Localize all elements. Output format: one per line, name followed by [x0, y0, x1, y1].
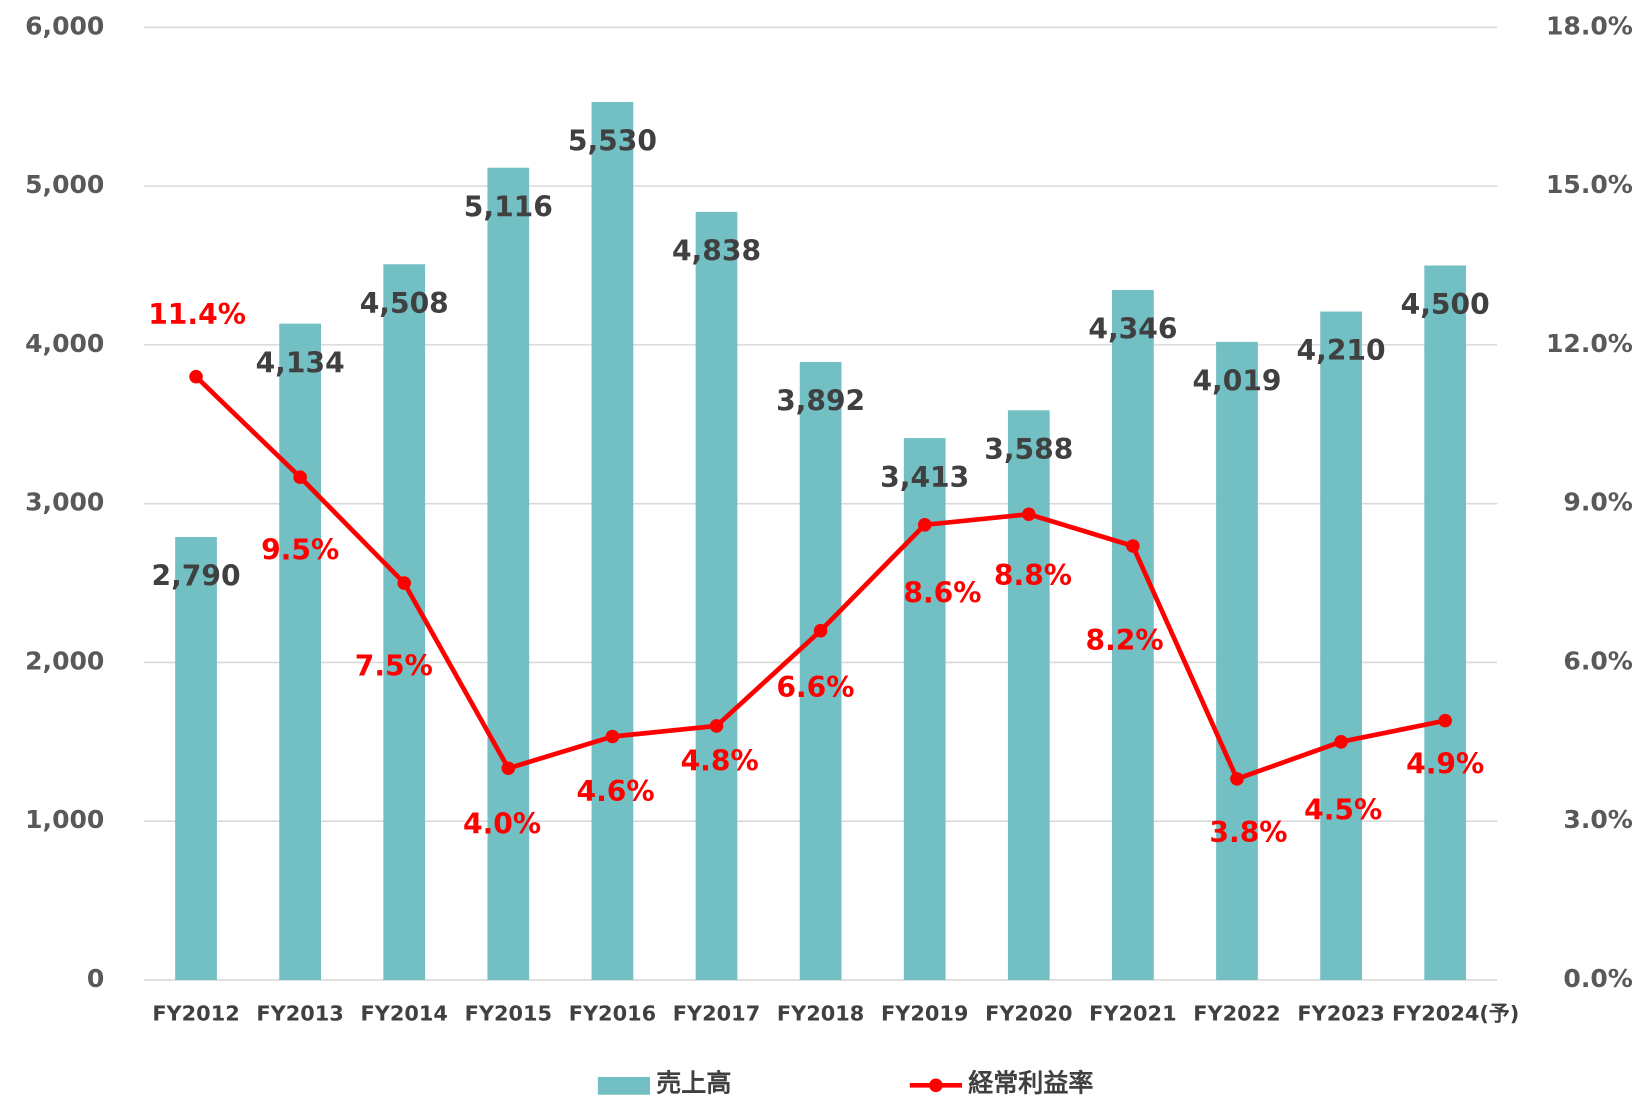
line-point [605, 729, 620, 744]
x-tick-label: FY2022 [1193, 1001, 1280, 1025]
line-label: 7.5% [355, 650, 433, 683]
y2-tick-label: 12.0% [1546, 329, 1633, 358]
y2-tick-label: 15.0% [1546, 170, 1633, 199]
line-point [293, 470, 307, 484]
x-tick-label: FY2013 [256, 1001, 343, 1025]
bar [383, 264, 426, 980]
bar-label: 5,530 [568, 125, 657, 158]
x-tick-label: FY2024(予) [1392, 1001, 1519, 1025]
bar [1424, 265, 1467, 980]
bar [487, 167, 530, 980]
bar-label: 3,892 [776, 385, 865, 418]
bar [1112, 289, 1154, 980]
line-point [1022, 507, 1036, 522]
line-point [917, 518, 932, 532]
line-point [709, 719, 724, 733]
x-tick-label: FY2016 [569, 1001, 656, 1025]
bar [591, 101, 634, 980]
line-label: 4.0% [463, 808, 541, 841]
y2-tick-label: 0.0% [1563, 964, 1632, 993]
bar-label: 3,413 [880, 461, 969, 494]
line-label: 8.8% [994, 559, 1072, 592]
line-point [1126, 539, 1140, 553]
y-tick-label: 0 [87, 964, 104, 993]
line-label: 8.6% [903, 577, 981, 610]
y-tick-label: 5,000 [25, 170, 104, 199]
x-tick-label: FY2015 [465, 1001, 552, 1025]
line-label: 11.4% [148, 298, 246, 331]
bar-label: 4,210 [1297, 334, 1386, 367]
x-tick-label: FY2020 [985, 1001, 1072, 1025]
x-tick-label: FY2023 [1297, 1001, 1384, 1025]
line-label: 4.9% [1406, 748, 1484, 781]
line-label: 8.2% [1086, 624, 1164, 657]
line-point [1438, 713, 1452, 728]
y-tick-label: 1,000 [25, 805, 104, 834]
line-label: 3.8% [1209, 816, 1287, 849]
x-tick-label: FY2018 [777, 1001, 864, 1025]
line-label: 4.8% [681, 744, 759, 777]
bar [1320, 311, 1362, 980]
y-tick-label: 3,000 [25, 488, 104, 517]
bar-label: 2,790 [152, 560, 241, 593]
x-tick-label: FY2014 [361, 1001, 448, 1025]
line-point [189, 369, 203, 384]
x-tick-label: FY2021 [1089, 1001, 1176, 1025]
y2-tick-label: 6.0% [1563, 646, 1632, 675]
line-label: 6.6% [776, 671, 854, 704]
bar-label: 4,346 [1088, 313, 1177, 346]
bar [175, 536, 217, 980]
line-point [501, 761, 516, 776]
bar [695, 211, 738, 980]
bar-label: 5,116 [464, 190, 553, 223]
bar [279, 323, 321, 980]
x-tick-label: FY2019 [881, 1001, 968, 1025]
x-tick-label: FY2012 [152, 1001, 239, 1025]
y2-tick-label: 9.0% [1563, 488, 1632, 517]
x-tick-label: FY2017 [673, 1001, 760, 1025]
line-label: 9.5% [261, 533, 339, 566]
y2-tick-label: 3.0% [1563, 805, 1632, 834]
legend-label: 経常利益率 [968, 1068, 1093, 1096]
y2-tick-label: 18.0% [1546, 11, 1633, 40]
bar-label: 4,508 [360, 287, 449, 320]
bar [1007, 410, 1050, 980]
bar-label: 3,588 [984, 433, 1073, 466]
line-point [813, 623, 828, 638]
legend-label: 売上高 [656, 1068, 731, 1096]
line-point [1230, 772, 1244, 786]
y-tick-label: 6,000 [25, 11, 104, 40]
line-label: 4.6% [576, 775, 654, 808]
bar [799, 362, 842, 980]
bar-label: 4,500 [1401, 288, 1490, 321]
line-point [1334, 735, 1348, 749]
bar-label: 4,134 [256, 346, 345, 379]
bar-label: 4,838 [672, 235, 761, 268]
bar [1216, 341, 1258, 980]
y-tick-label: 4,000 [25, 329, 104, 358]
y-tick-label: 2,000 [25, 646, 104, 675]
legend-swatch [929, 1078, 943, 1093]
line-point [397, 576, 412, 590]
legend-swatch [597, 1076, 651, 1095]
line-label: 4.5% [1304, 794, 1382, 827]
bar-label: 4,019 [1192, 365, 1281, 398]
